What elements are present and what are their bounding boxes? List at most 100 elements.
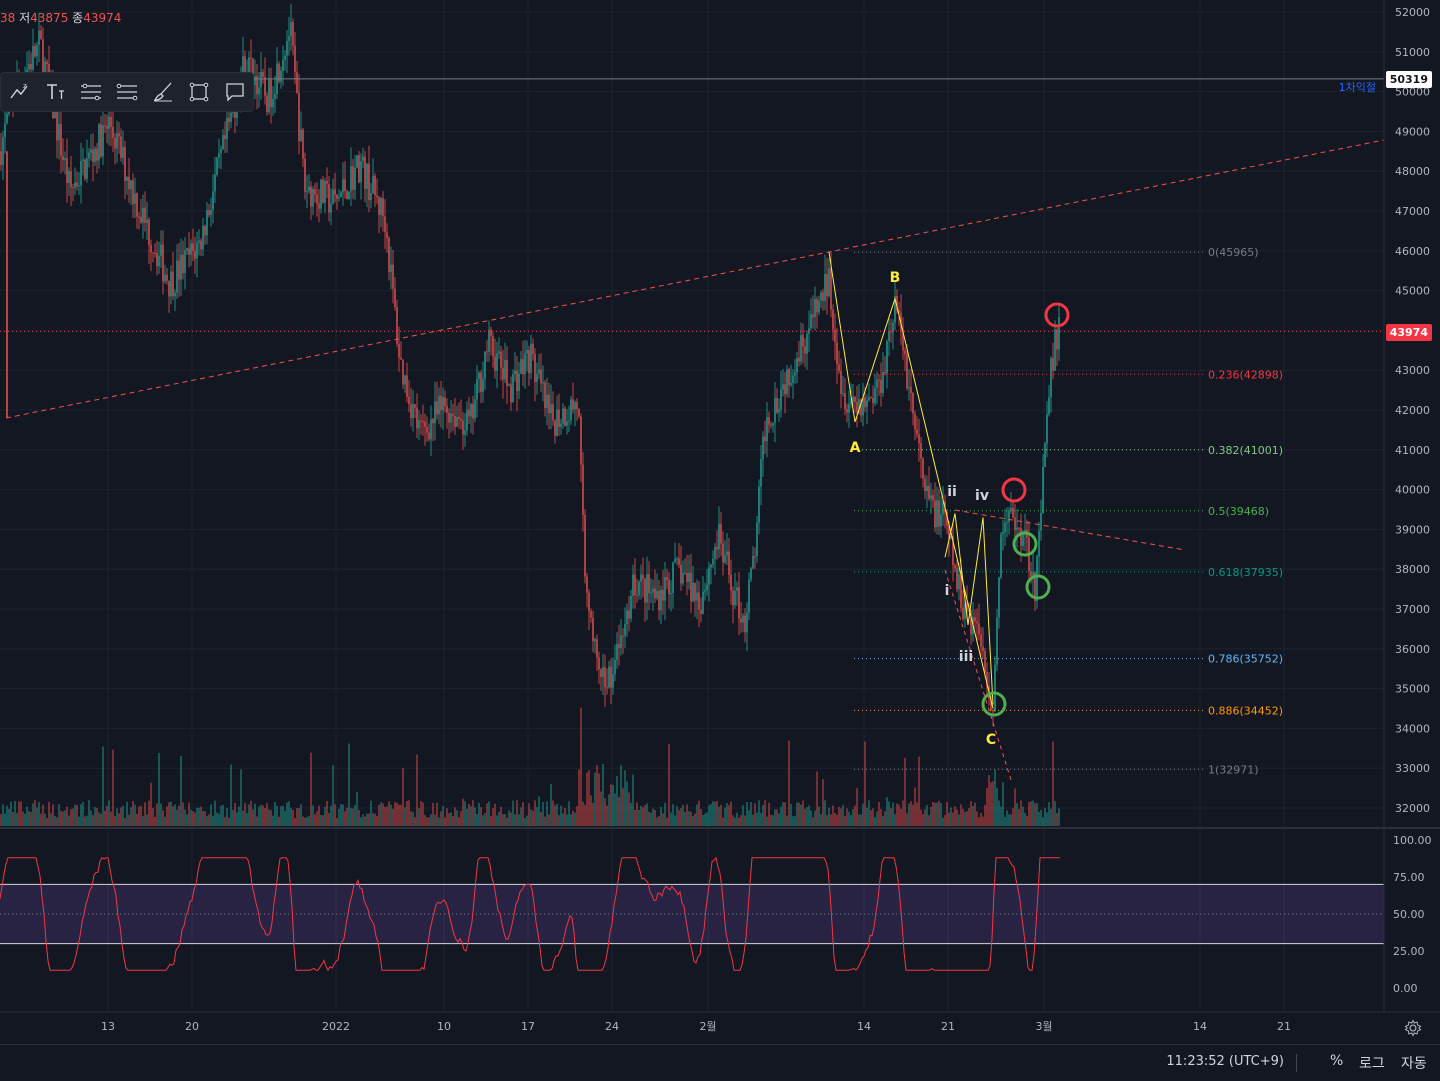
candle-body <box>156 253 158 267</box>
volume-bar <box>338 809 340 826</box>
candle-body <box>402 359 404 385</box>
candle-body <box>832 309 834 330</box>
volume-bar <box>136 813 138 826</box>
price-tick-label: 49000 <box>1395 125 1430 138</box>
candle-body <box>452 413 454 416</box>
volume-bar <box>986 787 988 826</box>
candle-body <box>576 402 578 409</box>
auto-toggle[interactable]: 자동 <box>1401 1056 1427 1072</box>
candle-body <box>480 372 482 393</box>
volume-bar <box>426 817 428 826</box>
volume-bar <box>98 812 100 826</box>
trendline-descending <box>954 509 1186 551</box>
candle-body <box>982 646 984 652</box>
volume-bar <box>732 815 734 826</box>
candle-body <box>222 135 224 150</box>
volume-bar <box>152 807 154 826</box>
percent-toggle[interactable]: % <box>1330 1053 1344 1069</box>
candle-body <box>932 495 934 501</box>
candle-body <box>688 572 690 582</box>
candle-body <box>1032 572 1034 577</box>
volume-bar <box>442 806 444 826</box>
candle-body <box>578 408 580 417</box>
volume-bar <box>306 817 308 826</box>
price-chart[interactable]: 0(45965) 0.236(42898) 0.382(41001) 0.5(3946… <box>0 0 1440 1044</box>
candle-body <box>888 331 890 342</box>
candle-body <box>372 175 374 194</box>
volume-bar <box>360 817 362 826</box>
candle-body <box>560 423 562 428</box>
candle-body <box>414 404 416 408</box>
candle-body <box>62 155 64 161</box>
candle-body <box>36 44 38 57</box>
volume-bar <box>744 815 746 826</box>
candle-body <box>548 394 550 414</box>
candle-body <box>462 420 464 435</box>
volume-bar <box>494 803 496 826</box>
horizontal-lines-tool-button[interactable] <box>73 73 109 111</box>
volume-bar <box>282 805 284 826</box>
candle-body <box>616 643 618 661</box>
comment-tool-button[interactable] <box>217 73 253 111</box>
volume-bar <box>786 815 788 826</box>
rectangle-tool-button[interactable] <box>181 73 217 111</box>
candle-body <box>702 591 704 615</box>
volume-bar <box>524 817 526 826</box>
legend-prefix: 38 <box>0 11 16 25</box>
volume-bar <box>742 805 744 826</box>
zoom-tool-button[interactable]: z <box>1 73 37 111</box>
candle-body <box>1052 358 1054 371</box>
volume-bar <box>994 769 996 826</box>
brush-tool-button[interactable] <box>145 73 181 111</box>
candle-body <box>146 219 148 223</box>
clock-timezone[interactable]: 11:23:52 (UTC+9) <box>1166 1054 1284 1069</box>
candle-body <box>838 364 840 372</box>
volume-bar <box>980 812 982 826</box>
candle-body <box>1050 358 1052 398</box>
candle-body <box>824 274 826 301</box>
price-tick-label: 39000 <box>1395 523 1430 536</box>
volume-bar <box>222 804 224 826</box>
volume-bar <box>236 812 238 826</box>
text-tool-button[interactable] <box>37 73 73 111</box>
volume-bar <box>168 802 170 826</box>
volume-bar <box>844 815 846 826</box>
candle-body <box>468 409 470 417</box>
candle-body <box>1054 329 1056 371</box>
volume-bar <box>410 811 412 826</box>
price-tick-label: 50000 <box>1395 86 1430 99</box>
volume-bar <box>186 814 188 826</box>
wave-label-ii: ii <box>947 484 957 500</box>
volume-bar <box>1004 816 1006 826</box>
volume-bar <box>878 802 880 826</box>
settings-gear-icon[interactable] <box>1403 1018 1423 1038</box>
candle-body <box>1040 513 1042 531</box>
volume-bar <box>24 813 26 826</box>
parallel-channel-tool-button[interactable] <box>109 73 145 111</box>
candle-body <box>442 397 444 411</box>
volume-bar <box>758 800 760 826</box>
volume-bar <box>78 816 80 826</box>
candle-body <box>44 61 46 77</box>
volume-bar <box>1054 801 1056 826</box>
candle-body <box>322 179 324 203</box>
volume-bar <box>972 806 974 826</box>
candle-body <box>658 590 660 611</box>
marker-circle-green <box>1025 574 1051 600</box>
candle-body <box>920 443 922 459</box>
rsi-tick-label: 50.00 <box>1393 908 1425 921</box>
volume-bar <box>86 815 88 826</box>
volume-bar <box>788 740 790 826</box>
candle-body <box>348 191 350 199</box>
volume-bar <box>486 803 488 826</box>
volume-bar <box>464 801 466 826</box>
volume-bar <box>134 804 136 826</box>
volume-bar <box>752 814 754 826</box>
volume-bar <box>150 782 152 826</box>
volume-bar <box>912 804 914 826</box>
candle-body <box>254 76 256 86</box>
volume-bar <box>246 813 248 826</box>
log-toggle[interactable]: 로그 <box>1359 1056 1385 1072</box>
candle-body <box>310 186 312 207</box>
volume-bar <box>992 781 994 826</box>
